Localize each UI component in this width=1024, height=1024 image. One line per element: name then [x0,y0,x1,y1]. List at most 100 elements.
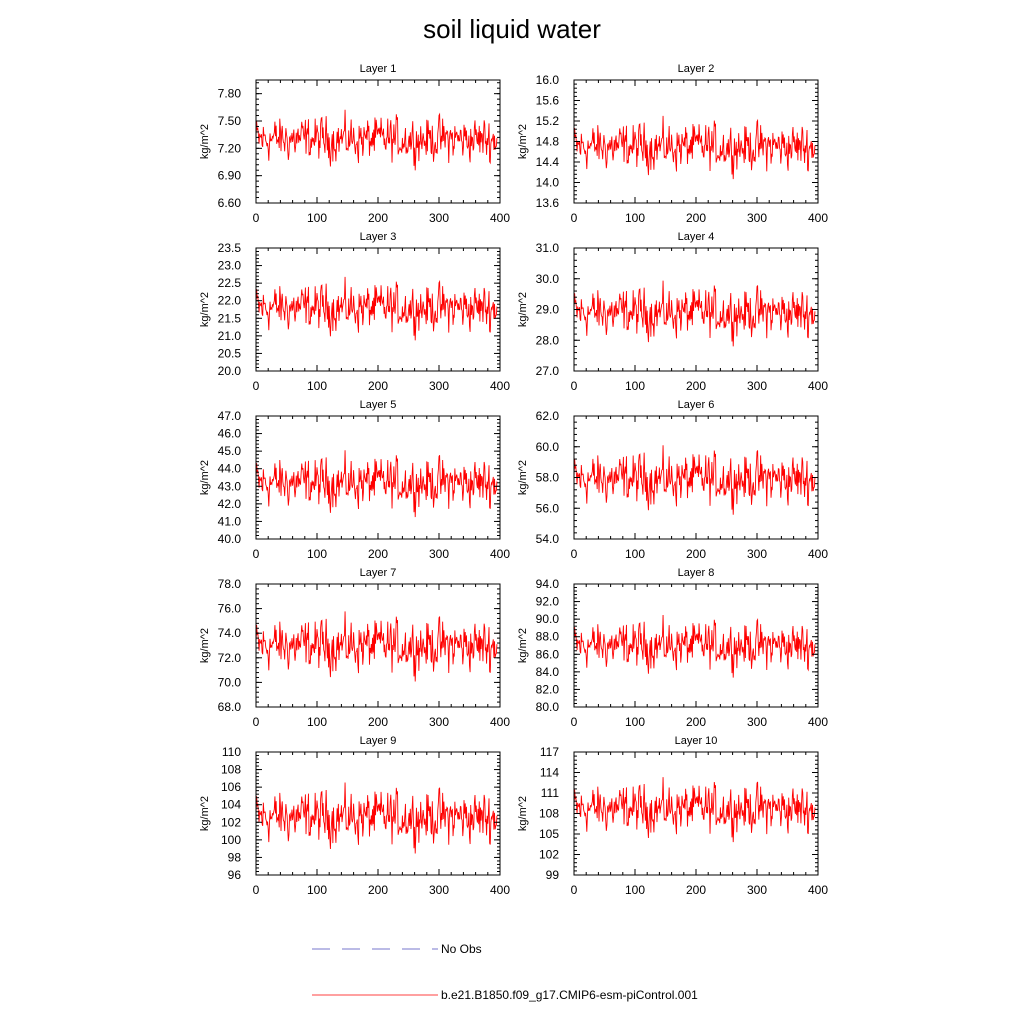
x-tick-label: 100 [307,211,327,225]
y-tick-label: 14.4 [536,155,560,169]
y-tick-label: 68.0 [218,700,242,714]
x-tick-label: 100 [307,547,327,561]
series-line [255,450,498,518]
panel-title: Layer 3 [360,231,397,243]
panel-title: Layer 2 [678,63,715,75]
panel-layer-5: Layer 5 kg/m^2 0 100 200 300 400 40.0 41.0 42.0 43… [199,399,510,561]
panel-title: Layer 8 [678,567,715,579]
y-tick-label: 102 [539,848,559,862]
series-line [573,615,816,678]
panel-layer-10: Layer 10 kg/m^2 0 100 200 300 400 99 102 105 108 11… [517,735,828,897]
y-tick-label: 27.0 [536,364,560,378]
x-tick-label: 400 [808,547,828,561]
y-tick-label: 60.0 [536,440,560,454]
y-axis-label: kg/m^2 [517,628,529,663]
y-tick-label: 86.0 [536,647,560,661]
panel-layer-1: Layer 1 kg/m^2 0 100 200 300 400 6.60 6.90 7.20 7.… [199,63,510,225]
y-tick-label: 6.90 [218,169,242,183]
x-tick-label: 0 [571,715,578,729]
y-tick-label: 96 [228,868,242,882]
panel-title: Layer 9 [360,735,397,747]
y-tick-label: 108 [221,763,241,777]
y-tick-label: 82.0 [536,682,560,696]
y-tick-label: 7.80 [218,87,242,101]
y-tick-label: 29.0 [536,303,560,317]
x-tick-label: 200 [368,211,388,225]
panel-layer-3: Layer 3 kg/m^2 0 100 200 300 400 20.0 20.5 21.0 21… [199,231,510,393]
y-tick-label: 13.6 [536,196,560,210]
x-tick-label: 300 [429,379,449,393]
panel-layer-2: Layer 2 kg/m^2 0 100 200 300 400 13.6 14.0 14.4 14… [517,63,828,225]
x-tick-label: 300 [429,715,449,729]
y-tick-label: 106 [221,780,241,794]
y-tick-label: 15.6 [536,94,560,108]
x-tick-label: 100 [625,883,645,897]
y-tick-label: 62.0 [536,409,560,423]
y-tick-label: 20.5 [218,346,242,360]
panel-layer-8: Layer 8 kg/m^2 0 100 200 300 400 80.0 82.0 84.0 86… [517,567,828,729]
x-tick-label: 400 [490,547,510,561]
x-tick-label: 200 [368,379,388,393]
x-tick-label: 300 [747,715,767,729]
x-tick-label: 0 [571,379,578,393]
series-line [255,276,498,341]
panel-title: Layer 5 [360,399,397,411]
y-tick-label: 15.2 [536,114,560,128]
x-tick-label: 400 [490,883,510,897]
panel-title: Layer 6 [678,399,715,411]
y-tick-label: 16.0 [536,73,560,87]
x-tick-label: 0 [253,379,260,393]
y-tick-label: 72.0 [218,651,242,665]
y-tick-label: 74.0 [218,626,242,640]
y-tick-label: 44.0 [218,462,242,476]
series-line [255,611,498,682]
x-tick-label: 300 [429,547,449,561]
x-tick-label: 400 [808,379,828,393]
y-tick-label: 45.0 [218,444,242,458]
panel-layer-7: Layer 7 kg/m^2 0 100 200 300 400 68.0 70.0 72.0 74… [199,567,510,729]
x-tick-label: 200 [686,211,706,225]
series-line [573,115,816,180]
y-axis-label: kg/m^2 [199,460,211,495]
y-tick-label: 117 [540,745,559,759]
x-tick-label: 100 [307,883,327,897]
x-tick-label: 200 [686,379,706,393]
y-tick-label: 40.0 [218,532,242,546]
y-tick-label: 58.0 [536,471,560,485]
x-tick-label: 200 [686,715,706,729]
series-line [255,109,498,171]
y-tick-label: 28.0 [536,333,560,347]
panel-layer-4: Layer 4 kg/m^2 0 100 200 300 400 27.0 28.0 29.0 30… [517,231,828,393]
y-axis-label: kg/m^2 [517,796,529,831]
y-tick-label: 104 [221,798,241,812]
y-tick-label: 6.60 [218,196,242,210]
y-tick-label: 7.50 [218,114,242,128]
y-axis-label: kg/m^2 [199,124,211,159]
y-tick-label: 31.0 [536,241,560,255]
legend-obs-line [312,948,438,950]
y-tick-label: 14.0 [536,176,560,190]
y-tick-label: 100 [221,833,241,847]
y-tick-label: 22.5 [218,276,242,290]
legend-obs-label: No Obs [441,942,482,956]
x-tick-label: 200 [686,883,706,897]
y-tick-label: 30.0 [536,272,560,286]
y-tick-label: 102 [221,815,241,829]
legend-model-label: b.e21.B1850.f09_g17.CMIP6-esm-piControl.… [441,988,698,1002]
panel-layer-9: Layer 9 kg/m^2 0 100 200 300 400 96 98 100 102 104 1… [199,735,510,897]
x-tick-label: 100 [625,379,645,393]
x-tick-label: 200 [368,715,388,729]
y-tick-label: 114 [540,766,559,780]
y-tick-label: 22.0 [218,294,242,308]
panel-layer-6: Layer 6 kg/m^2 0 100 200 300 400 54.0 56.0 58.0 60… [517,399,828,561]
x-tick-label: 400 [808,211,828,225]
y-tick-label: 14.8 [536,135,560,149]
x-tick-label: 100 [625,211,645,225]
y-axis-label: kg/m^2 [517,124,529,159]
y-tick-label: 92.0 [536,595,560,609]
x-tick-label: 0 [571,883,578,897]
y-tick-label: 108 [539,807,559,821]
y-tick-label: 47.0 [218,409,242,423]
y-tick-label: 105 [539,827,559,841]
x-tick-label: 0 [253,883,260,897]
